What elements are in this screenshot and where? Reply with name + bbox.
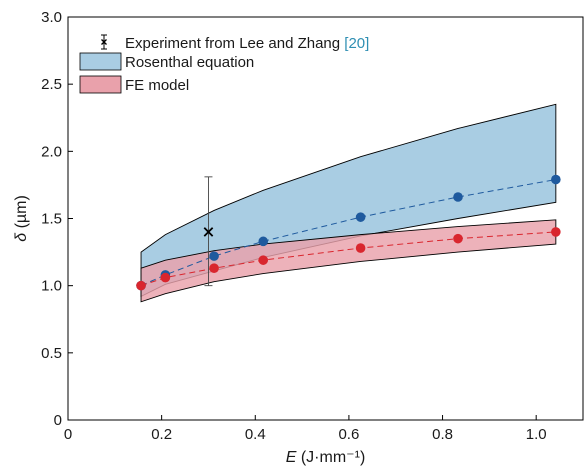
y-tick-label: 2.0 [41, 143, 62, 160]
ticks-layer: 0 0.2 0.4 0.6 0.8 1.0 0 0.5 1.0 1.5 2.0 2.5 3.0 [41, 9, 546, 443]
series-1-point [551, 227, 561, 237]
series-1-point [258, 255, 269, 265]
legend-fe-swatch [79, 75, 122, 94]
series-1-point [136, 280, 146, 291]
band-fe-model [140, 219, 557, 303]
legend-experiment-marker [101, 34, 107, 50]
series-0-point [209, 251, 219, 261]
series-0-point [258, 236, 269, 247]
y-tick-label: 1.0 [41, 278, 62, 295]
series-1-point [209, 263, 219, 274]
y-axis-var: δ [13, 232, 30, 242]
series-layer [136, 174, 561, 291]
y-tick-label: 3.0 [41, 9, 62, 26]
x-axis-unit: (J·mm⁻¹) [296, 449, 365, 466]
legend-experiment-text: Experiment from Lee and Zhang [125, 35, 344, 52]
series-0-point [453, 192, 463, 202]
experiment-marker-b [203, 227, 214, 237]
y-tick-label: 2.5 [41, 76, 62, 93]
x-tick-label: 0.4 [245, 426, 266, 443]
series-0-point [551, 174, 561, 185]
x-tick-label: 0 [64, 426, 72, 443]
series-1-point [160, 272, 171, 283]
x-tick-label: 0.8 [432, 426, 453, 443]
legend: Experiment from Lee and Zhang [20] Rosen… [79, 34, 369, 94]
series-1-point [453, 233, 463, 244]
y-axis-label: δ (µm) [13, 195, 30, 242]
series-1-point [355, 243, 366, 253]
series-0-point [355, 212, 366, 222]
x-axis-label: E (J·mm⁻¹) [286, 449, 366, 466]
legend-experiment-label: Experiment from Lee and Zhang [20] [125, 35, 369, 52]
legend-rosenthal-swatch [79, 52, 122, 71]
legend-fe-label: FE model [125, 77, 189, 94]
x-tick-label: 0.2 [151, 426, 172, 443]
y-axis-unit: (µm) [13, 195, 30, 233]
x-tick-label: 0.6 [338, 426, 359, 443]
legend-rosenthal-label: Rosenthal equation [125, 54, 254, 71]
y-tick-label: 0 [54, 412, 62, 429]
legend-experiment-ref[interactable]: [20] [344, 35, 369, 52]
bands-layer [140, 103, 557, 303]
y-tick-label: 1.5 [41, 211, 62, 228]
y-tick-label: 0.5 [41, 345, 62, 362]
x-axis-var: E [286, 449, 297, 466]
x-tick-label: 1.0 [526, 426, 547, 443]
experiment-layer [203, 176, 214, 287]
